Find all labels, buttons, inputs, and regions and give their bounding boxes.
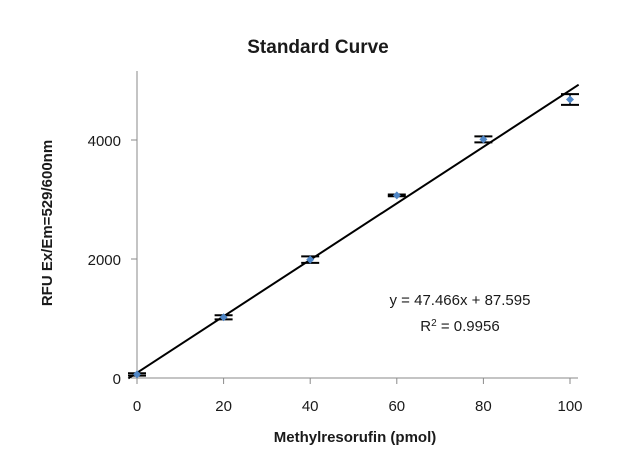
y-tick-label: 4000 [88, 133, 121, 150]
x-axis-label: Methylresorufin (pmol) [274, 429, 437, 446]
r-squared-label: R2 = 0.9956 [420, 318, 499, 336]
r-squared-superscript: 2 [431, 318, 437, 329]
x-tick-label: 100 [557, 398, 582, 415]
y-tick-label: 2000 [88, 252, 121, 269]
r-squared-prefix: R [420, 318, 431, 335]
x-tick-label: 60 [388, 398, 405, 415]
x-tick-label: 0 [133, 398, 141, 415]
data-point [219, 313, 228, 322]
r-squared-value: = 0.9956 [437, 318, 500, 335]
data-point [392, 191, 401, 200]
y-axis-label: RFU Ex/Em=529/600nm [39, 140, 56, 306]
data-point [566, 95, 574, 104]
x-axis-ticks: 0 20 40 60 80 100 [133, 378, 583, 415]
data-point [306, 255, 315, 264]
y-tick-label: 0 [113, 371, 121, 388]
data-point [133, 370, 141, 379]
chart-title: Standard Curve [247, 37, 388, 58]
data-points [128, 93, 579, 379]
x-tick-label: 40 [302, 398, 319, 415]
x-tick-label: 20 [215, 398, 232, 415]
trendline-layer [127, 83, 580, 380]
y-axis-ticks: 0 2000 4000 [88, 133, 137, 388]
data-point [479, 135, 488, 144]
trendline-equation: y = 47.466x + 87.595 [390, 292, 531, 309]
x-tick-label: 80 [475, 398, 492, 415]
trendline [127, 83, 580, 380]
